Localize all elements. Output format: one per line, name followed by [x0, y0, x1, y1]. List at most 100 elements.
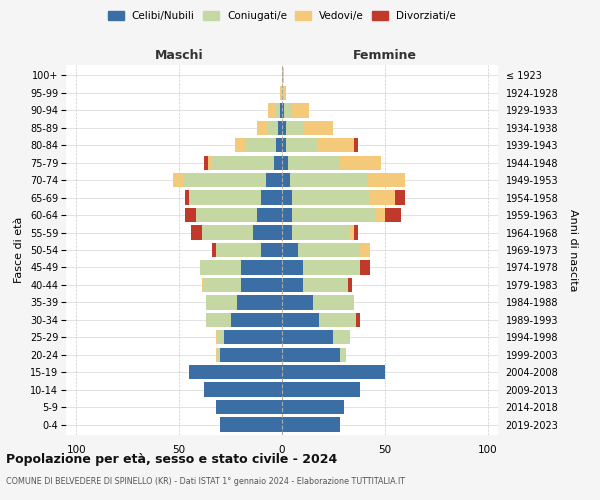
Bar: [185, 208, 196, 222]
Bar: [191, 226, 202, 239]
Bar: [241, 260, 282, 274]
Bar: [216, 330, 218, 344]
Bar: [340, 348, 346, 362]
Bar: [350, 226, 354, 239]
Bar: [204, 278, 241, 292]
Bar: [319, 312, 356, 327]
Bar: [280, 86, 282, 100]
Bar: [348, 278, 352, 292]
Bar: [276, 103, 280, 118]
Bar: [292, 208, 374, 222]
Bar: [370, 190, 395, 205]
Bar: [237, 295, 282, 310]
Bar: [208, 156, 212, 170]
Bar: [292, 190, 370, 205]
Bar: [286, 120, 302, 135]
Bar: [282, 330, 334, 344]
Bar: [190, 365, 282, 380]
Text: Femmine: Femmine: [353, 50, 417, 62]
Bar: [200, 260, 241, 274]
Legend: Celibi/Nubili, Coniugati/e, Vedovi/e, Divorziati/e: Celibi/Nubili, Coniugati/e, Vedovi/e, Di…: [105, 8, 459, 24]
Bar: [292, 226, 350, 239]
Bar: [230, 312, 282, 327]
Bar: [354, 226, 358, 239]
Bar: [288, 156, 340, 170]
Bar: [173, 173, 183, 188]
Bar: [216, 348, 218, 362]
Y-axis label: Anni di nascita: Anni di nascita: [568, 209, 578, 291]
Bar: [298, 243, 360, 257]
Bar: [220, 348, 282, 362]
Bar: [216, 243, 262, 257]
Bar: [340, 156, 381, 170]
Y-axis label: Fasce di età: Fasce di età: [14, 217, 25, 283]
Bar: [368, 173, 406, 188]
Bar: [224, 330, 282, 344]
Bar: [274, 156, 282, 170]
Bar: [282, 226, 292, 239]
Bar: [302, 278, 348, 292]
Bar: [282, 295, 313, 310]
Bar: [212, 156, 274, 170]
Text: COMUNE DI BELVEDERE DI SPINELLO (KR) - Dati ISTAT 1° gennaio 2024 - Elaborazione: COMUNE DI BELVEDERE DI SPINELLO (KR) - D…: [6, 478, 405, 486]
Bar: [282, 103, 284, 118]
Bar: [282, 243, 298, 257]
Bar: [290, 173, 368, 188]
Bar: [282, 418, 340, 432]
Bar: [282, 278, 302, 292]
Bar: [282, 138, 286, 152]
Bar: [257, 208, 282, 222]
Bar: [268, 103, 276, 118]
Bar: [282, 68, 284, 82]
Bar: [204, 382, 282, 397]
Bar: [282, 156, 288, 170]
Bar: [245, 138, 276, 152]
Bar: [374, 208, 385, 222]
Bar: [212, 243, 216, 257]
Bar: [395, 190, 406, 205]
Bar: [282, 208, 292, 222]
Bar: [206, 295, 237, 310]
Bar: [286, 138, 317, 152]
Bar: [268, 120, 278, 135]
Bar: [282, 190, 292, 205]
Text: Popolazione per età, sesso e stato civile - 2024: Popolazione per età, sesso e stato civil…: [6, 452, 337, 466]
Text: Maschi: Maschi: [155, 50, 203, 62]
Bar: [317, 138, 354, 152]
Bar: [360, 260, 370, 274]
Bar: [206, 312, 230, 327]
Bar: [282, 312, 319, 327]
Bar: [262, 190, 282, 205]
Bar: [282, 365, 385, 380]
Bar: [253, 226, 282, 239]
Bar: [302, 120, 334, 135]
Bar: [218, 348, 220, 362]
Bar: [282, 348, 340, 362]
Bar: [257, 120, 268, 135]
Bar: [218, 330, 224, 344]
Bar: [334, 330, 350, 344]
Bar: [278, 120, 282, 135]
Bar: [282, 120, 286, 135]
Bar: [266, 173, 282, 188]
Bar: [185, 190, 190, 205]
Bar: [202, 278, 204, 292]
Bar: [196, 208, 257, 222]
Bar: [204, 156, 208, 170]
Bar: [292, 103, 309, 118]
Bar: [262, 243, 282, 257]
Bar: [282, 260, 302, 274]
Bar: [284, 86, 286, 100]
Bar: [284, 103, 292, 118]
Bar: [356, 312, 360, 327]
Bar: [220, 418, 282, 432]
Bar: [235, 138, 245, 152]
Bar: [183, 173, 266, 188]
Bar: [241, 278, 282, 292]
Bar: [280, 103, 282, 118]
Bar: [360, 243, 370, 257]
Bar: [282, 382, 360, 397]
Bar: [202, 226, 253, 239]
Bar: [276, 138, 282, 152]
Bar: [282, 86, 284, 100]
